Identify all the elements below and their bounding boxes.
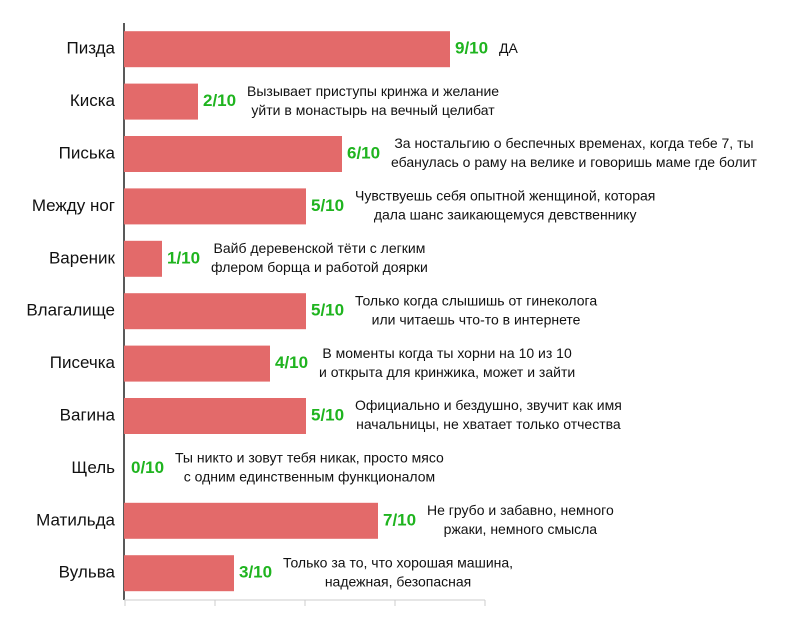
annotation: Чувствуешь себя опытной женщиной, котора… <box>355 188 655 223</box>
annotation: Официально и бездушно, звучит как имя нач… <box>355 397 622 432</box>
bar <box>124 240 162 277</box>
annotation-line: или читаешь что-то в интернете <box>372 311 581 327</box>
annotation: Ты никто и зовут тебя никак, просто мясо… <box>175 450 444 485</box>
value-label: 5/10 <box>311 301 344 320</box>
bar <box>124 502 378 539</box>
value-label: 2/10 <box>203 91 236 110</box>
annotation-line: ебанулась о раму на велике и говоришь ма… <box>391 154 757 170</box>
annotation-line: Вайб деревенской тёти с легким <box>214 240 426 256</box>
annotation: За ностальгию о беспечных временах, когд… <box>391 135 757 170</box>
value-label: 7/10 <box>383 510 416 529</box>
category-label: Вареник <box>49 248 116 267</box>
category-label: Киска <box>70 91 116 110</box>
annotation-line: уйти в монастырь на вечный целибат <box>251 102 495 118</box>
annotation-line: дала шанс заикающемуся девственнику <box>374 207 637 223</box>
annotation-line: Только когда слышишь от гинеколога <box>355 292 597 308</box>
category-label: Писька <box>59 143 116 162</box>
bar <box>124 31 450 68</box>
annotation: Не грубо и забавно, немного ржаки, немног… <box>427 502 614 537</box>
annotation-line: Ты никто и зовут тебя никак, просто мясо <box>175 450 444 466</box>
annotation-line: В моменты когда ты хорни на 10 из 10 <box>322 345 572 361</box>
value-label: 5/10 <box>311 405 344 424</box>
annotation-line: ДА <box>499 40 518 56</box>
category-label: Между ног <box>32 196 115 215</box>
category-label: Вагина <box>60 405 116 424</box>
annotation-line: начальницы, не хватает только отчества <box>356 416 621 432</box>
annotation-line: Официально и бездушно, звучит как имя <box>355 397 622 413</box>
category-label: Щель <box>71 458 115 477</box>
bar <box>124 136 342 172</box>
annotation-line: Не грубо и забавно, немного <box>427 502 614 518</box>
annotation-line: флером борща и работой доярки <box>211 259 428 275</box>
annotation-line: За ностальгию о беспечных временах, когд… <box>394 135 753 151</box>
annotation: ДА <box>499 40 518 56</box>
value-label: 0/10 <box>131 458 164 477</box>
value-label: 6/10 <box>347 143 380 162</box>
value-label: 4/10 <box>275 353 308 372</box>
category-label: Писечка <box>50 353 116 372</box>
annotation-line: надежная, безопасная <box>325 573 471 589</box>
bar <box>124 293 306 330</box>
annotation-line: Только за то, что хорошая машина, <box>283 554 513 570</box>
bar <box>124 345 270 382</box>
bar <box>124 83 198 120</box>
annotation: Вызывает приступы кринжа и желание уйти в… <box>247 83 499 118</box>
annotation: В моменты когда ты хорни на 10 из 10 и от… <box>319 345 575 380</box>
annotation-line: Вызывает приступы кринжа и желание <box>247 83 499 99</box>
category-label: Матильда <box>36 510 115 529</box>
annotation-line: с одним единственным функционалом <box>184 469 435 485</box>
annotation: Только за то, что хорошая машина, надежна… <box>283 554 513 589</box>
annotation-line: ржаки, немного смысла <box>444 521 598 537</box>
bar <box>124 188 306 225</box>
annotation: Только когда слышишь от гинеколога или чи… <box>355 292 597 327</box>
value-label: 5/10 <box>311 196 344 215</box>
annotation: Вайб деревенской тёти с легким флером бор… <box>211 240 428 275</box>
bar <box>124 555 234 592</box>
value-label: 9/10 <box>455 39 488 58</box>
value-label: 1/10 <box>167 248 200 267</box>
category-label: Вульва <box>59 563 116 582</box>
annotation-line: Чувствуешь себя опытной женщиной, котора… <box>355 188 655 204</box>
bar <box>124 398 306 434</box>
annotation-line: и открыта для кринжика, может и зайти <box>319 364 575 380</box>
category-label: Влагалище <box>26 301 115 320</box>
value-label: 3/10 <box>239 563 272 582</box>
category-label: Пизда <box>66 39 115 58</box>
